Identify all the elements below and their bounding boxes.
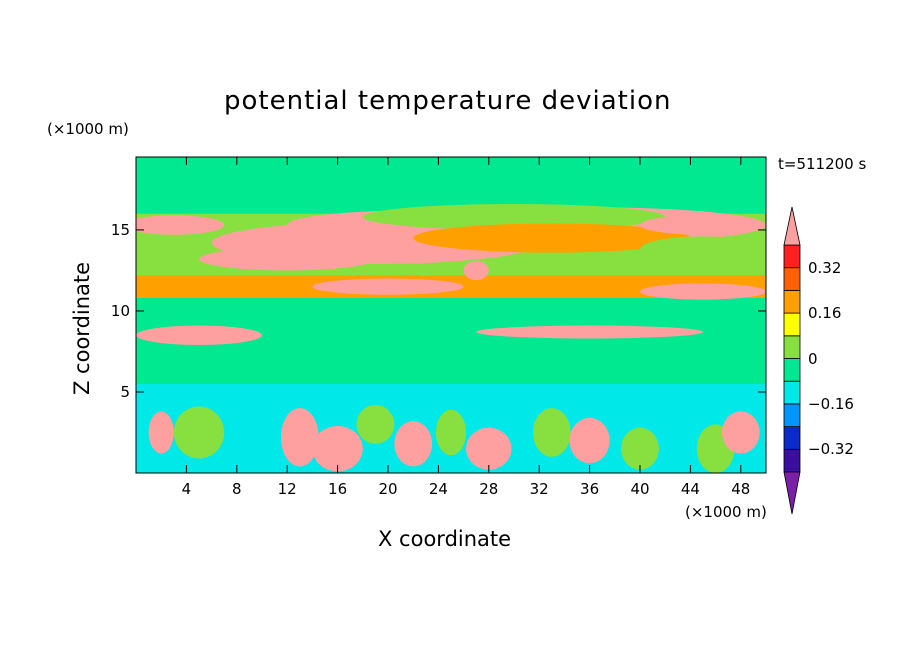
contour-feature-11 <box>640 236 766 263</box>
x-axis-label: X coordinate <box>378 527 512 551</box>
contour-feature-19 <box>280 408 319 467</box>
contour-feature-26 <box>569 417 610 464</box>
x-tick-label: 28 <box>479 480 499 498</box>
colorbar-segment <box>783 244 801 269</box>
colorbar-label: 0.16 <box>808 304 842 323</box>
contour-feature-29 <box>721 411 760 454</box>
colorbar-segment <box>783 358 801 382</box>
contour-feature-25 <box>532 408 571 457</box>
chart-title: potential temperature deviation <box>224 86 672 116</box>
colorbar-segment <box>783 403 801 427</box>
x-tick-label: 44 <box>680 480 700 498</box>
x-tick-label: 36 <box>580 480 600 498</box>
colorbar-label: 0 <box>808 349 818 368</box>
colorbar-segment <box>783 267 801 291</box>
y-tick-label: 5 <box>120 382 130 401</box>
contour-feature-16 <box>463 260 489 281</box>
contour-feature-20 <box>312 426 363 472</box>
colorbar-label: 0.32 <box>808 258 842 277</box>
x-tick-label: 32 <box>529 480 549 498</box>
colorbar-segment <box>783 312 801 337</box>
contour-feature-13 <box>312 278 464 295</box>
x-tick-label: 4 <box>181 480 192 498</box>
colorbar-segment <box>783 289 801 314</box>
contour-feature-6 <box>362 203 666 230</box>
x-tick-label: 20 <box>378 480 398 498</box>
contour-feature-10 <box>640 215 766 235</box>
colorbar-segment <box>783 380 801 405</box>
colorbar-label: −0.32 <box>808 440 854 459</box>
contour-feature-23 <box>435 409 467 456</box>
contour-feature-24 <box>466 427 512 470</box>
y-axis-unit: (×1000 m) <box>47 120 129 138</box>
colorbar-min-arrow <box>783 471 801 515</box>
x-tick-label: 12 <box>277 480 297 498</box>
contour-feature-14 <box>136 325 262 345</box>
plot-frame <box>135 156 767 474</box>
contour-feature-15 <box>476 325 703 339</box>
contour-feature-18 <box>173 406 225 459</box>
time-label: t=511200 s <box>778 155 867 173</box>
contour-feature-21 <box>356 404 395 444</box>
y-tick-label: 10 <box>110 301 130 320</box>
x-tick-label: 24 <box>428 480 448 498</box>
colorbar-segment <box>783 335 801 359</box>
contour-feature-22 <box>394 421 433 467</box>
x-tick-label: 40 <box>630 480 650 498</box>
x-axis-unit: (×1000 m) <box>685 503 767 521</box>
colorbar-max-arrow <box>783 206 801 246</box>
colorbar-segment <box>783 448 801 473</box>
contour-feature-27 <box>621 427 659 470</box>
x-tick-label: 48 <box>731 480 751 498</box>
contour-feature-9 <box>136 215 225 235</box>
axis-ticks <box>136 157 766 473</box>
contour-feature-8 <box>199 247 376 271</box>
x-tick-label: 8 <box>232 480 242 498</box>
y-tick-label: 15 <box>110 220 130 239</box>
colorbar-segment <box>783 426 801 450</box>
colorbar <box>783 206 801 515</box>
x-tick-label: 16 <box>328 480 348 498</box>
colorbar-label: −0.16 <box>808 394 854 413</box>
contour-field <box>136 157 766 473</box>
contour-feature-12 <box>640 283 766 300</box>
contour-feature-30 <box>148 411 174 454</box>
contour-feature-7 <box>413 223 691 253</box>
